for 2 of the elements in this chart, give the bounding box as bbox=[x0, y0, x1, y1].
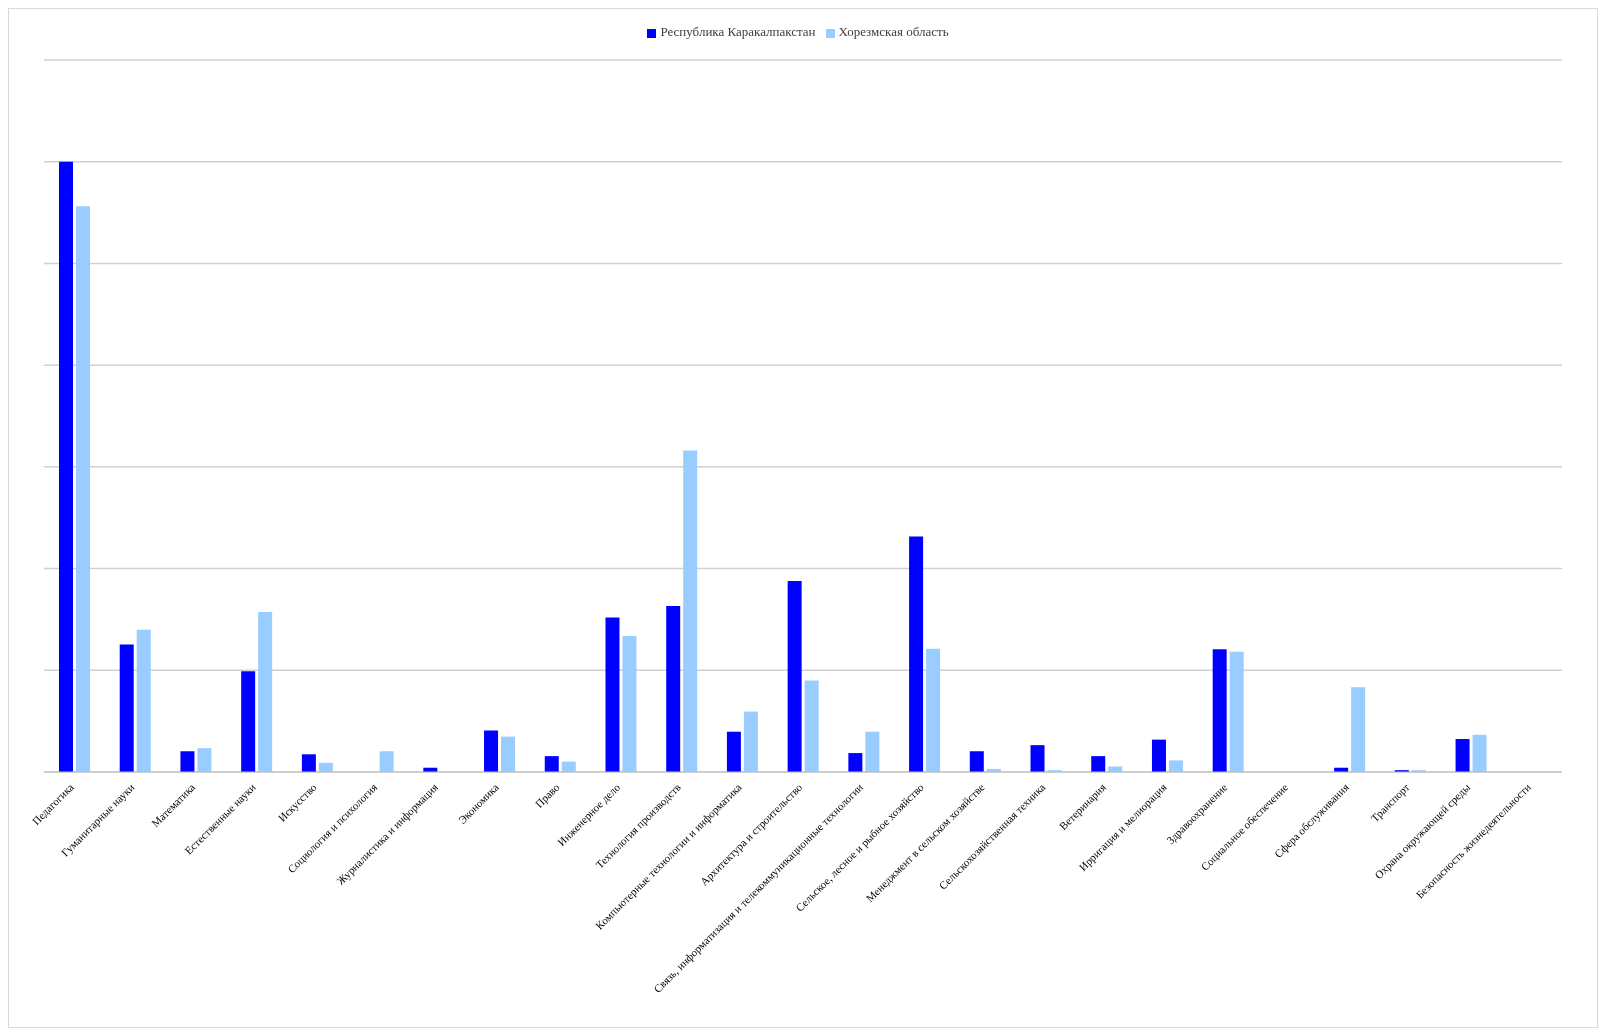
legend-label: Республика Каракалпакстан bbox=[660, 24, 816, 39]
legend-label: Хорезмская область bbox=[838, 24, 949, 39]
